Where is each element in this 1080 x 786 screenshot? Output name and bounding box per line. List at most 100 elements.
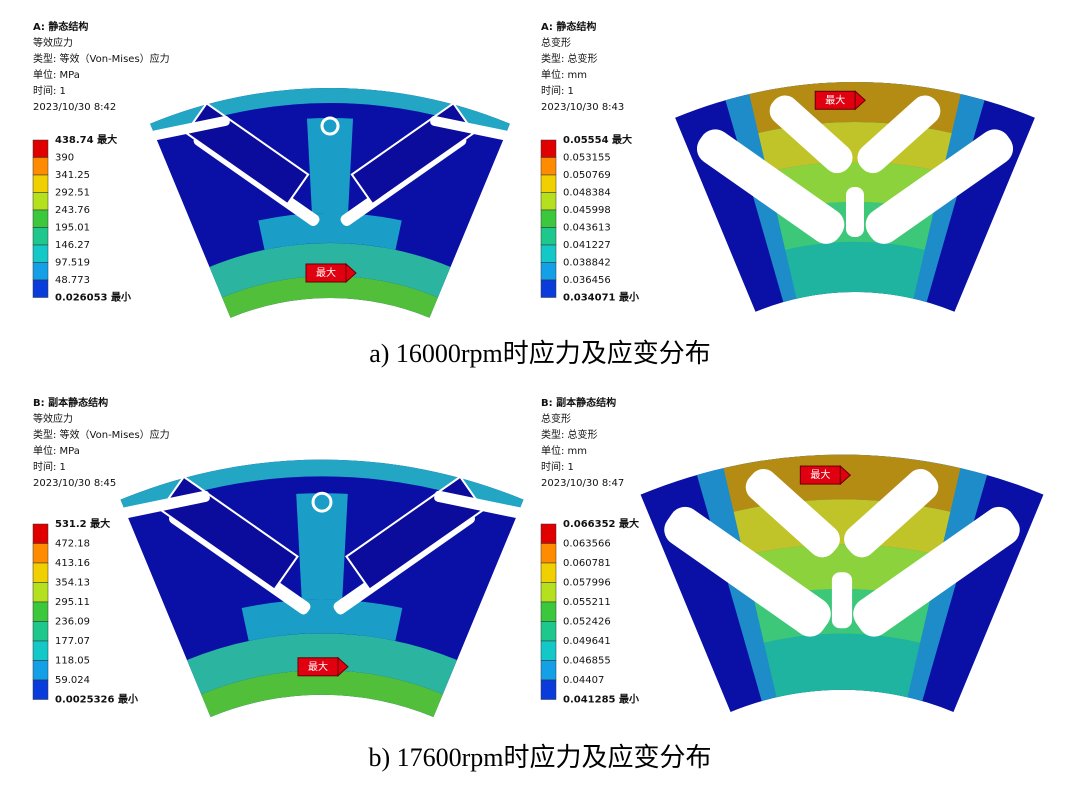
- slot: [430, 115, 510, 141]
- legend-swatch: [32, 209, 49, 228]
- slot: [696, 129, 845, 244]
- legend-label: 243.76: [55, 205, 90, 216]
- legend-swatch: [540, 279, 557, 298]
- header-line: 时间: 1: [541, 460, 574, 473]
- legend-label: 0.05554 最大: [563, 133, 632, 146]
- legend-swatch: [540, 582, 557, 603]
- marker-label: 最大: [316, 266, 336, 279]
- legend-label: 59.024: [55, 675, 90, 686]
- legend-label: 0.034071 最小: [563, 291, 639, 304]
- legend-label: 0.060781: [563, 558, 611, 569]
- legend-swatch: [32, 640, 49, 661]
- header-line: 类型: 等效（Von-Mises）应力: [33, 52, 170, 65]
- slot: [844, 468, 939, 558]
- legend-swatch: [540, 244, 557, 263]
- header-line: 单位: mm: [541, 444, 587, 457]
- header-line: 2023/10/30 8:45: [33, 478, 116, 489]
- slot: [745, 468, 840, 558]
- fan-region: [296, 493, 348, 601]
- legend-label: 0.049641: [563, 636, 611, 647]
- legend-swatch: [540, 562, 557, 583]
- fan-region: [241, 599, 403, 641]
- legend-label: 295.11: [55, 597, 90, 608]
- legend-label: 0.043613: [563, 223, 611, 234]
- header-line: B: 副本静态结构: [541, 396, 616, 409]
- legend-label: 341.25: [55, 170, 90, 181]
- legend-swatch: [32, 679, 49, 700]
- legend-swatch: [540, 192, 557, 211]
- header-line: B: 副本静态结构: [33, 396, 108, 409]
- legend-label: 413.16: [55, 558, 90, 569]
- marker-label: 最大: [308, 660, 328, 673]
- legend-label: 472.18: [55, 539, 90, 550]
- fan-region: [120, 459, 524, 516]
- hole: [311, 491, 333, 513]
- legend-label: 236.09: [55, 617, 90, 628]
- header-line: 单位: MPa: [33, 68, 80, 81]
- slot: [865, 129, 1014, 244]
- legend-label: 0.038842: [563, 258, 611, 269]
- legend-swatch: [540, 640, 557, 661]
- magnet: [159, 475, 299, 591]
- legend-label: 0.057996: [563, 578, 611, 589]
- legend-swatch: [540, 174, 557, 193]
- legend-label: 48.773: [55, 275, 90, 286]
- legend-label: 0.045998: [563, 205, 611, 216]
- legend-label: 0.0025326 最小: [55, 693, 138, 706]
- legend-label: 0.048384: [563, 188, 611, 199]
- legend-label: 0.066352 最大: [563, 517, 639, 530]
- legend-swatch: [32, 582, 49, 603]
- hole: [320, 116, 340, 136]
- magnet: [345, 475, 485, 591]
- header-line: 类型: 总变形: [541, 52, 598, 65]
- header-line: 总变形: [541, 412, 571, 425]
- caption: b) 17600rpm时应力及应变分布: [368, 743, 711, 772]
- legend-swatch: [32, 543, 49, 564]
- legend-swatch: [32, 192, 49, 211]
- fan-region: [201, 670, 443, 717]
- legend-swatch: [540, 523, 557, 544]
- legend-label: 390: [55, 153, 74, 164]
- marker-pointer: [839, 464, 852, 486]
- slot: [121, 490, 210, 519]
- header-line: 2023/10/30 8:42: [33, 102, 116, 113]
- header-line: 时间: 1: [33, 84, 66, 97]
- legend-label: 0.055211: [563, 597, 611, 608]
- legend-swatch: [32, 523, 49, 544]
- legend-label: 438.74 最大: [55, 133, 117, 146]
- legend-label: 292.51: [55, 188, 90, 199]
- legend-swatch: [32, 601, 49, 622]
- marker-pointer: [337, 656, 349, 677]
- legend-swatch: [32, 562, 49, 583]
- header-line: 类型: 总变形: [541, 428, 598, 441]
- legend-swatch: [32, 660, 49, 681]
- fan-region: [763, 633, 921, 698]
- caption: a) 16000rpm时应力及应变分布: [369, 339, 711, 368]
- slot: [664, 506, 831, 637]
- slot: [853, 506, 1020, 637]
- slot: [857, 95, 941, 174]
- legend-swatch: [540, 139, 557, 158]
- header-line: 时间: 1: [541, 84, 574, 97]
- legend-label: 0.041227: [563, 240, 611, 251]
- legend-label: 0.041285 最小: [563, 693, 639, 706]
- legend-label: 0.063566: [563, 539, 611, 550]
- marker-label: 最大: [825, 93, 845, 106]
- legend-swatch: [32, 262, 49, 281]
- magnet: [350, 101, 476, 206]
- legend-swatch: [32, 279, 49, 298]
- header-line: 等效应力: [33, 412, 73, 425]
- legend-swatch: [32, 621, 49, 642]
- slot: [831, 572, 853, 629]
- header-line: 单位: MPa: [33, 444, 80, 457]
- marker-label: 最大: [810, 468, 830, 481]
- header-line: A: 静态结构: [541, 20, 596, 33]
- legend-swatch: [540, 543, 557, 564]
- legend-label: 354.13: [55, 578, 90, 589]
- legend-swatch: [540, 227, 557, 246]
- legend-label: 531.2 最大: [55, 517, 110, 530]
